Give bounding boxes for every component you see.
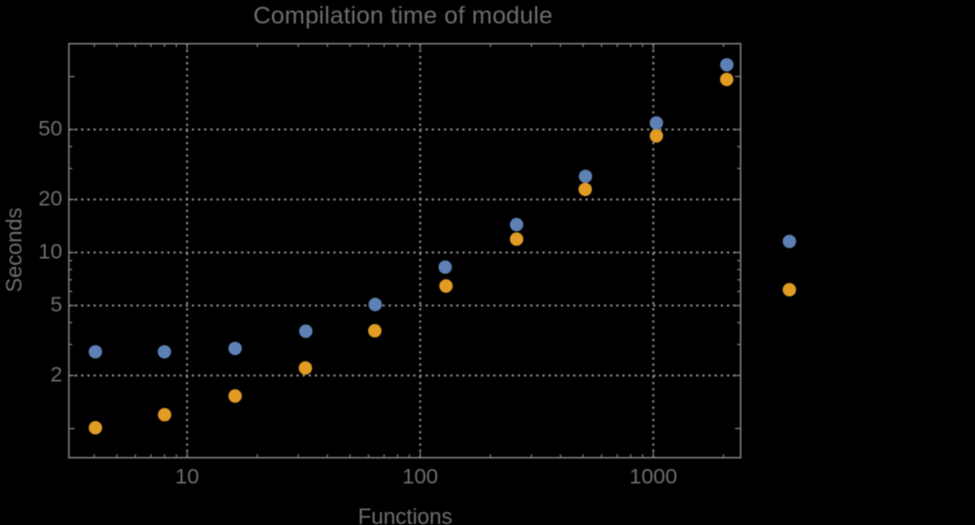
svg-text:Compilation time of module: Compilation time of module: [253, 3, 553, 30]
svg-text:100: 100: [402, 464, 438, 488]
svg-text:2: 2: [50, 363, 62, 387]
svg-text:1000: 1000: [629, 464, 677, 488]
svg-text:50: 50: [38, 117, 62, 141]
svg-text:20: 20: [38, 187, 62, 211]
svg-text:10: 10: [175, 464, 199, 488]
svg-text:Seconds: Seconds: [2, 207, 27, 292]
svg-text:10: 10: [38, 240, 62, 264]
svg-text:Functions: Functions: [358, 504, 453, 525]
svg-text:5: 5: [50, 293, 62, 317]
